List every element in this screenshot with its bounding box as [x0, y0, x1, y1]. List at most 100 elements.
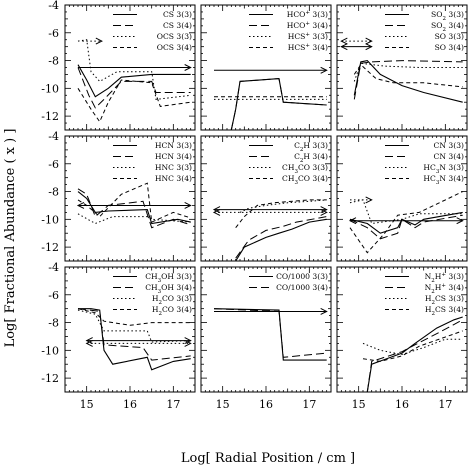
- legend-label: HCS+ 3(3): [288, 32, 328, 41]
- arrow-head: [184, 339, 192, 347]
- arrow-head: [365, 196, 373, 204]
- series-line: [235, 199, 327, 229]
- legend-label: CS 3(3): [163, 10, 192, 19]
- legend-label: CO/1000 3(4): [276, 283, 328, 292]
- legend: CS 3(3) CS 3(4) OCS 3(3) OCS 3(4): [113, 10, 192, 52]
- arrow-head: [184, 64, 192, 71]
- x-tick-label: 16: [123, 398, 137, 411]
- legend-label: CN 3(4): [434, 152, 464, 161]
- series-line: [77, 308, 191, 326]
- legend: N2H+ 3(3)N2H+ 3(4)H2CS 3(3)H2CS 3(4): [385, 272, 464, 317]
- legend-label: CH3OH 3(3): [145, 272, 192, 284]
- arrow-head: [95, 37, 103, 45]
- legend-label: HCN 3(4): [155, 152, 192, 161]
- series-line: [235, 218, 327, 261]
- series-line: [366, 319, 463, 392]
- arrow-head: [456, 217, 464, 225]
- y-tick-label: -6: [48, 158, 59, 171]
- series-line: [77, 64, 191, 98]
- x-tick-label: 15: [352, 398, 366, 411]
- panel-n2h: 15 16 17 N2H+ 3(3)N2H+ 3(4)H2CS 3(3)H2CS 3(…: [336, 266, 468, 411]
- arrow-head: [365, 43, 373, 51]
- y-tick-label: -10: [41, 344, 59, 357]
- y-tick-label: -4: [48, 261, 59, 274]
- arrow-head: [76, 201, 85, 209]
- x-tick-label: 17: [302, 398, 316, 411]
- panel-co: 15 16 17 CO/1000 3(3) CO/1000 3(4): [200, 266, 332, 411]
- legend-label: HCN 3(3): [155, 141, 192, 150]
- series-line: [230, 78, 327, 130]
- y-tick-label: -10: [41, 213, 59, 226]
- panel-hcn: -4 -6 -8 -10 -12 HCN 3(3) HCN 3(4) HNC 3(3) HNC …: [41, 130, 196, 262]
- y-tick-label: -6: [48, 289, 59, 302]
- series-line: [349, 211, 463, 234]
- series-line: [77, 308, 191, 361]
- x-tick-label: 17: [166, 398, 180, 411]
- arrow-head: [340, 43, 348, 51]
- arrow-head: [320, 208, 328, 216]
- x-tick-label: 16: [395, 398, 409, 411]
- arrow-head: [212, 206, 221, 214]
- series-line: [213, 308, 327, 358]
- legend-label: OCS 3(3): [157, 32, 192, 41]
- x-tick-label: 15: [216, 398, 230, 411]
- legend-label: CO/1000 3(3): [276, 272, 328, 281]
- series-line: [77, 67, 191, 109]
- legend-label: HC3N 3(3): [423, 163, 464, 175]
- series-line: [77, 213, 191, 225]
- legend-label: SO 3(3): [435, 32, 464, 41]
- panel-hco: HCO+ 3(3) HCO+ 3(4) HCS+ 3(3) HCS+ 3(4): [200, 4, 332, 131]
- arrow-head: [320, 307, 328, 315]
- panel-cn: CN 3(3) CN 3(4) HC3N 3(3)HC3N 3(4): [336, 135, 468, 262]
- series-line: [353, 60, 463, 100]
- y-tick-label: -8: [48, 186, 59, 199]
- legend-label: HCO+ 3(3): [287, 10, 328, 19]
- legend-label: SO 3(4): [435, 43, 464, 52]
- y-axis-label: Log[ Fractional Abundance ( x ) ]: [3, 129, 18, 348]
- series-line: [239, 199, 327, 213]
- legend-label: N2H+ 3(3): [425, 272, 464, 284]
- arrow-head: [348, 217, 357, 225]
- legend-label: HC3N 3(4): [423, 174, 464, 186]
- legend-label: N2H+ 3(4): [425, 283, 464, 295]
- legend: CH3OH 3(3)CH3OH 3(4)H2CO 3(3)H2CO 3(4): [113, 272, 192, 317]
- series-line: [77, 191, 191, 225]
- y-tick-label: -12: [41, 241, 59, 254]
- arrow-head: [184, 337, 192, 345]
- legend-label: CH3CO 3(4): [282, 174, 328, 186]
- legend: C2H 3(3)C2H 3(4)CH3CO 3(3)CH3CO 3(4): [249, 141, 328, 186]
- legend-label: CH3CO 3(3): [282, 163, 328, 175]
- legend-label: H2CO 3(4): [152, 305, 192, 317]
- arrow-head: [212, 208, 221, 216]
- arrow-head: [340, 37, 348, 45]
- y-tick-label: -12: [41, 110, 59, 123]
- series-line: [77, 309, 191, 343]
- series-line: [349, 199, 463, 225]
- series-line: [349, 214, 463, 240]
- y-tick-label: -12: [41, 372, 59, 385]
- series-line: [77, 39, 191, 100]
- series-line: [349, 191, 463, 254]
- legend: HCN 3(3) HCN 3(4) HNC 3(3) HNC 3(4): [113, 141, 192, 183]
- y-tick-label: -8: [48, 55, 59, 68]
- series-line: [353, 62, 463, 82]
- series-line: [78, 308, 191, 371]
- legend: CO/1000 3(3) CO/1000 3(4): [249, 272, 328, 292]
- arrow-head: [85, 337, 93, 345]
- legend-label: C2H 3(3): [294, 141, 328, 153]
- legend-label: CS 3(4): [163, 21, 192, 30]
- legend: HCO+ 3(3) HCO+ 3(4) HCS+ 3(3) HCS+ 3(4): [249, 10, 328, 52]
- x-tick-label: 15: [80, 398, 94, 411]
- legend-label: OCS 3(4): [157, 43, 192, 52]
- panel-c2h: C2H 3(3)C2H 3(4)CH3CO 3(3)CH3CO 3(4): [200, 135, 332, 262]
- y-tick-label: -6: [48, 27, 59, 40]
- arrow-head: [85, 339, 93, 347]
- series-line: [230, 78, 327, 130]
- series-line: [353, 63, 463, 88]
- series-line: [235, 216, 327, 259]
- legend-label: HNC 3(3): [155, 163, 192, 172]
- legend: SO2 3(3)SO2 3(4)SO 3(3) SO 3(4): [385, 10, 464, 52]
- legend-label: CH3OH 3(4): [145, 283, 192, 295]
- series-line: [362, 338, 463, 356]
